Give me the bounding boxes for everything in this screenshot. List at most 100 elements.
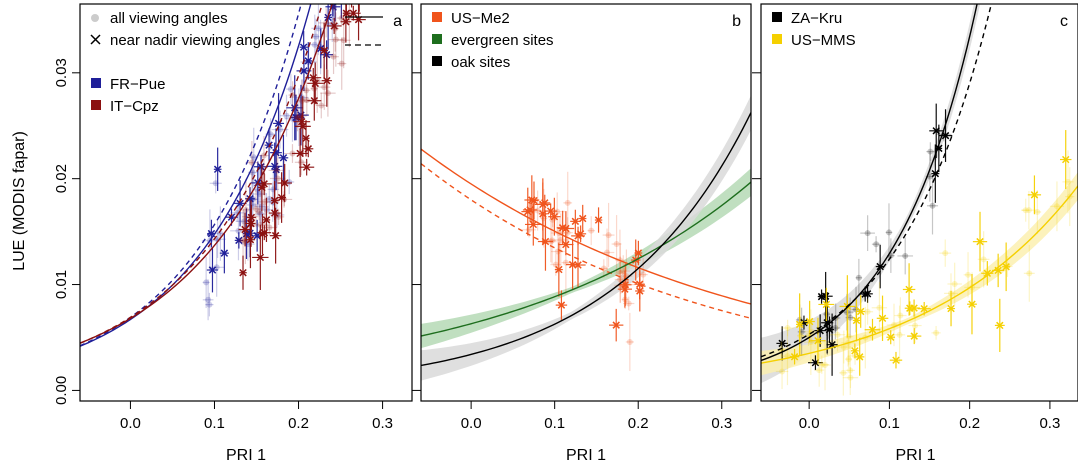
data-point (270, 186, 277, 193)
data-point (976, 237, 984, 246)
legend-label: ZA−Kru (791, 10, 842, 27)
data-point (855, 353, 864, 361)
y-axis-label: LUE (MODIS fapar) (11, 131, 28, 271)
data-point (318, 102, 325, 109)
data-point (277, 193, 286, 202)
data-point (274, 175, 281, 182)
data-point (805, 317, 814, 326)
data-point (277, 126, 284, 133)
data-point (594, 216, 603, 224)
x-tick-label: 0.1 (204, 415, 225, 432)
data-point (311, 85, 318, 92)
data-point (562, 240, 570, 249)
data-point (814, 336, 822, 345)
data-point (309, 73, 318, 82)
data-point (324, 90, 331, 97)
data-point (818, 361, 825, 368)
data-point (253, 205, 260, 212)
fit-line (421, 148, 751, 305)
x-tick-label: 0.2 (288, 415, 309, 432)
plot-area-0 (80, 4, 366, 347)
fit-line (421, 163, 751, 319)
panel-label: b (732, 13, 741, 30)
data-point (852, 352, 859, 359)
data-point (868, 326, 877, 334)
data-point (625, 300, 632, 307)
data-point (822, 300, 831, 309)
data-point (1034, 208, 1041, 215)
legend-swatch (772, 34, 782, 44)
confidence-band (761, 4, 981, 384)
data-point (886, 333, 895, 341)
data-point (240, 237, 247, 244)
data-point (340, 37, 347, 44)
legend-label: FR−Pue (110, 76, 165, 93)
confidence-band (421, 168, 751, 349)
data-point (817, 292, 826, 301)
data-point (779, 368, 786, 375)
data-point (834, 331, 841, 338)
data-point (897, 312, 904, 319)
legend-label: IT−Cpz (110, 98, 159, 115)
data-point (983, 269, 992, 278)
data-point (816, 367, 823, 374)
data-point (626, 338, 633, 345)
data-point (235, 227, 242, 234)
data-point (270, 162, 279, 171)
data-point (250, 154, 257, 161)
data-point (1025, 207, 1032, 214)
data-point (534, 207, 541, 214)
legend-swatch (772, 12, 782, 22)
legend-cross-icon (90, 34, 101, 45)
data-point (330, 22, 338, 30)
legend-swatch (91, 100, 101, 110)
data-point (242, 206, 249, 213)
data-point (275, 213, 282, 220)
data-point (636, 287, 644, 295)
data-point (784, 325, 791, 332)
data-point (304, 57, 313, 65)
data-point (588, 227, 595, 234)
x-tick-label: 0.2 (628, 415, 649, 432)
data-point (342, 18, 350, 26)
data-point (968, 300, 976, 308)
data-point (600, 265, 607, 272)
fit-line (80, 4, 302, 347)
data-point (287, 86, 294, 93)
data-point (321, 84, 328, 91)
data-point (246, 194, 254, 203)
data-point (847, 314, 854, 321)
data-point (206, 301, 213, 308)
data-point (965, 271, 972, 278)
data-point (1053, 203, 1060, 210)
data-point (864, 230, 871, 237)
data-point (235, 236, 243, 245)
data-point (996, 321, 1004, 330)
fit-line (761, 4, 993, 358)
data-point (303, 97, 310, 104)
data-point (951, 280, 958, 287)
data-point (942, 250, 949, 257)
panel-frame (420, 3, 752, 402)
data-point (905, 285, 913, 294)
data-point (612, 321, 620, 329)
data-point (280, 179, 289, 187)
data-point (302, 163, 311, 171)
data-point (298, 97, 305, 104)
data-point (312, 33, 319, 40)
data-point (617, 270, 624, 277)
data-point (220, 249, 229, 257)
fit-line (80, 4, 323, 344)
data-point (273, 167, 280, 174)
data-point (797, 332, 804, 339)
data-point (555, 265, 563, 274)
fit-line (421, 181, 751, 337)
data-point (851, 347, 859, 355)
data-point (885, 229, 892, 236)
data-point (256, 208, 263, 215)
data-point (530, 196, 538, 205)
data-point (266, 196, 273, 203)
data-point (261, 198, 268, 205)
data-point (262, 216, 271, 224)
